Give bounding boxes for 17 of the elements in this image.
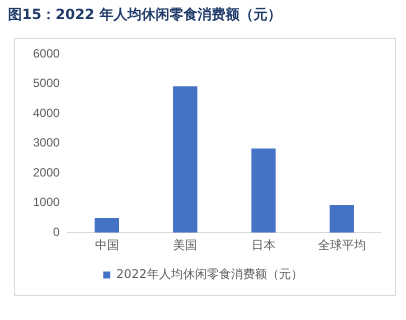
- y-tick-label: 4000: [32, 106, 60, 120]
- y-tick-label: 2000: [32, 165, 60, 180]
- x-tick-label: 美国: [173, 238, 198, 252]
- x-tick-label: 全球平均: [318, 238, 366, 252]
- y-tick-label: 5000: [32, 76, 60, 90]
- bar: [94, 218, 119, 233]
- bar: [330, 204, 354, 233]
- chart-title: 图15：2022 年人均休闲零食消费额（元）: [8, 6, 282, 24]
- bar: [173, 86, 198, 233]
- x-tick-label: 中国: [94, 238, 119, 252]
- y-tick-label: 6000: [32, 46, 60, 61]
- y-tick-label: 0: [53, 224, 60, 239]
- y-tick-label: 1000: [32, 195, 60, 210]
- legend-label: 2022年人均休闲零食消费额（元）: [116, 267, 303, 282]
- x-tick-label: 日本: [252, 238, 276, 252]
- y-tick-label: 3000: [32, 136, 60, 150]
- bar: [251, 148, 276, 233]
